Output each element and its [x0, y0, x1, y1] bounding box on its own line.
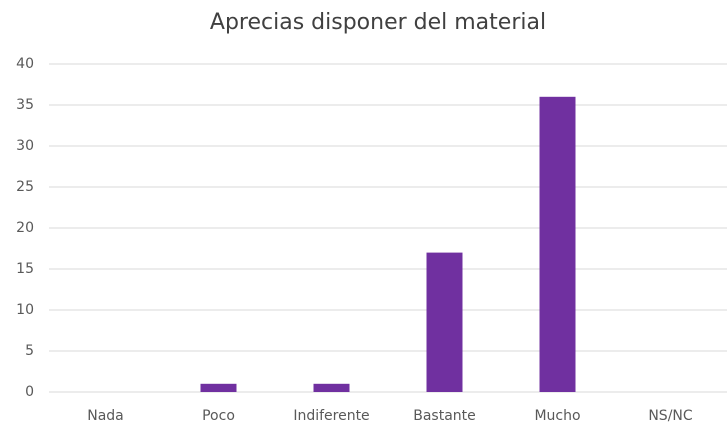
- y-tick-label: 15: [16, 261, 34, 277]
- bar: [539, 96, 576, 393]
- x-tick-label: Poco: [202, 408, 235, 424]
- y-tick-label: 0: [25, 384, 34, 400]
- y-tick-label: 5: [25, 343, 34, 359]
- bar: [313, 383, 350, 392]
- x-tick-label: Indiferente: [293, 408, 369, 424]
- y-tick-label: 10: [16, 302, 34, 318]
- x-tick-label: NS/NC: [648, 408, 693, 424]
- x-tick-label: Bastante: [413, 408, 476, 424]
- y-tick-label: 20: [16, 220, 34, 236]
- y-tick-label: 25: [16, 179, 34, 195]
- y-tick-label: 35: [16, 97, 34, 113]
- x-tick-label: Mucho: [534, 408, 580, 424]
- bar: [200, 383, 237, 392]
- y-tick-label: 30: [16, 138, 34, 154]
- bar: [426, 252, 463, 392]
- chart-title: Aprecias disponer del material: [210, 10, 546, 35]
- x-tick-label: Nada: [87, 408, 124, 424]
- y-tick-label: 40: [16, 56, 34, 72]
